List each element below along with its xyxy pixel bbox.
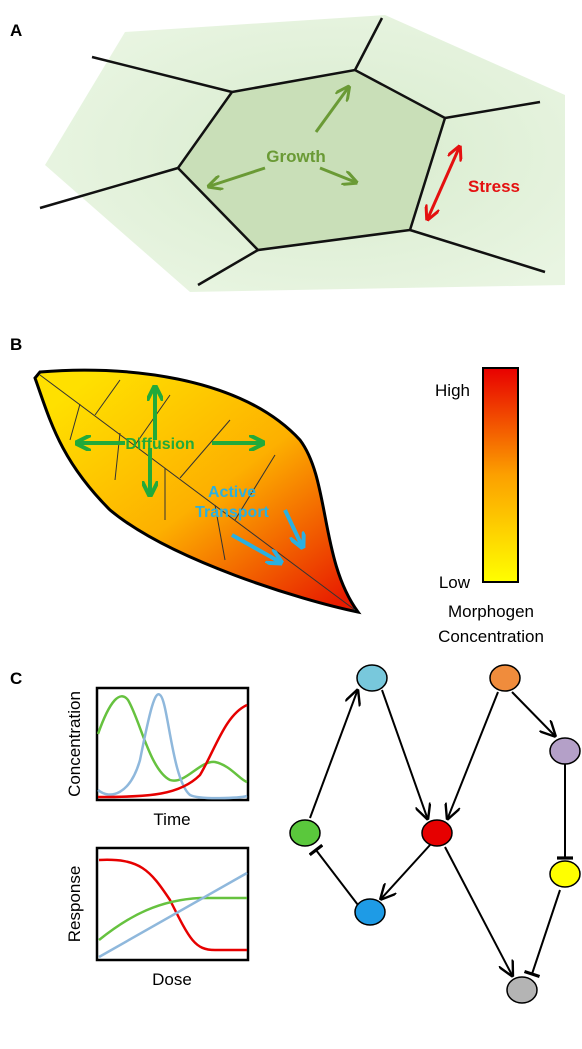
network-edges [308,689,573,977]
diffusion-label: Diffusion [125,436,194,453]
curve [98,871,248,959]
stress-label: Stress [468,177,520,196]
transport-arrows [231,509,302,562]
colorbar-high: High [435,381,470,400]
active-transport-label: Active Transport [195,484,269,521]
x-axis-label: Dose [152,970,192,989]
stress-arrow [428,148,459,218]
x-axis-label: Time [153,810,190,829]
y-axis-label: Response [65,866,84,943]
curve [96,695,248,784]
colorbar-title: Morphogen Concentration [438,602,544,646]
curve [98,858,247,952]
cell-walls [39,17,546,287]
curve [97,703,248,799]
y-axis-label: Concentration [65,691,84,797]
panel-label: B [10,335,22,354]
curve [97,693,248,800]
growth-arrows [210,88,355,186]
colorbar-low: Low [439,573,471,592]
panel-label: C [10,669,22,688]
diffusion-arrows [78,388,262,494]
growth-label: Growth [266,147,326,166]
leaf-veins [39,374,356,611]
panel-label: A [10,21,22,40]
network-nodes [289,664,581,1004]
curve [98,896,247,941]
colorbar [482,367,519,583]
